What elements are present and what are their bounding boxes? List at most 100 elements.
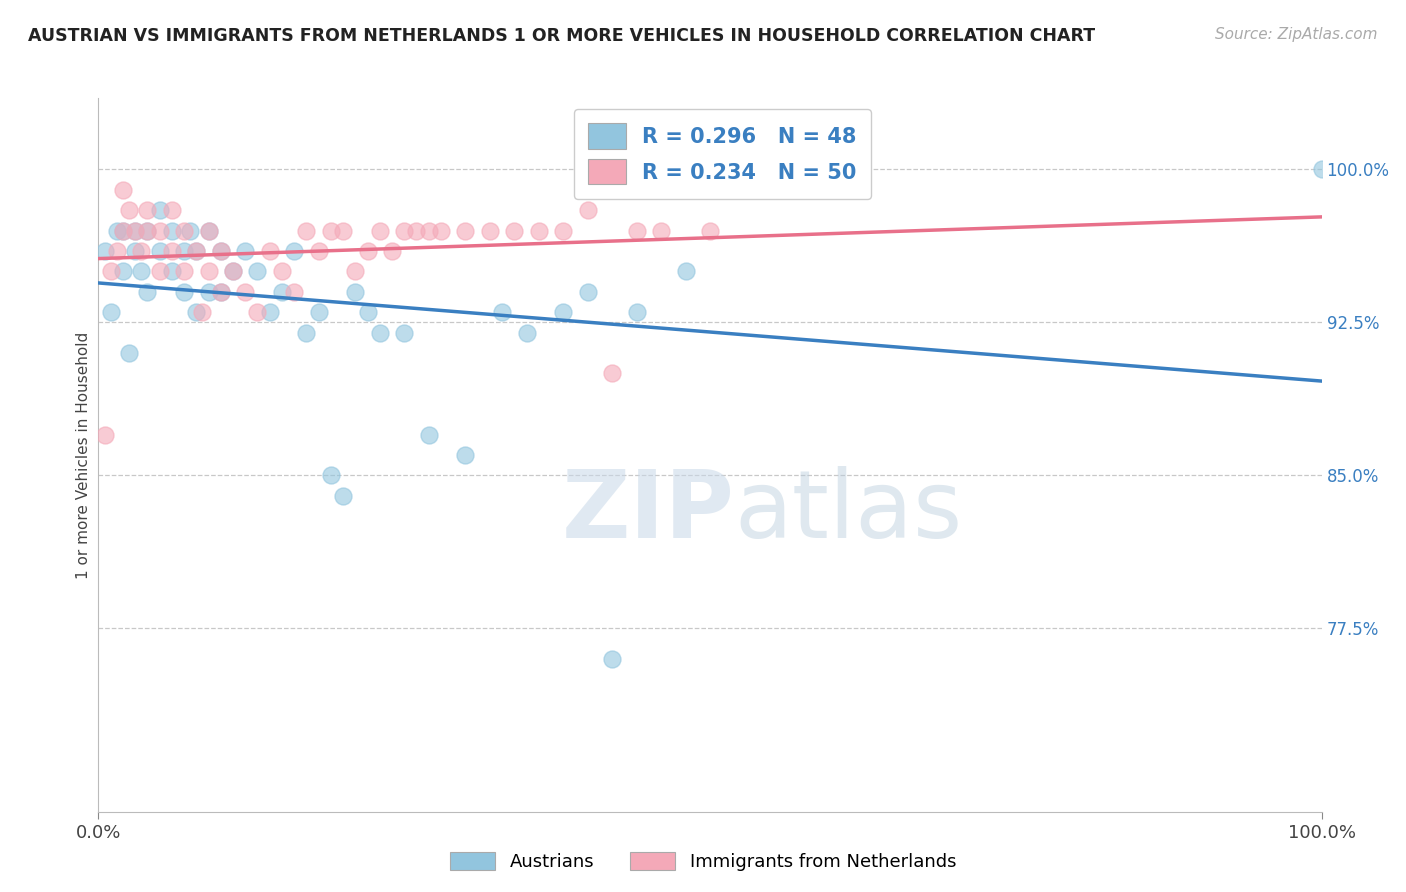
Point: [259, 305, 281, 319]
Point: [160, 264, 183, 278]
Point: [173, 264, 195, 278]
Point: [197, 285, 219, 299]
Point: [105, 224, 128, 238]
Point: [332, 224, 354, 238]
Point: [209, 285, 232, 299]
Point: [129, 264, 152, 278]
Point: [626, 224, 648, 238]
Point: [149, 244, 172, 258]
Point: [111, 183, 134, 197]
Point: [368, 224, 391, 238]
Point: [454, 224, 477, 238]
Point: [308, 305, 330, 319]
Point: [295, 326, 318, 340]
Point: [233, 285, 256, 299]
Point: [124, 224, 146, 238]
Point: [356, 244, 378, 258]
Point: [503, 224, 526, 238]
Point: [491, 305, 513, 319]
Point: [149, 264, 172, 278]
Point: [136, 285, 159, 299]
Point: [418, 224, 440, 238]
Point: [553, 305, 575, 319]
Point: [93, 244, 115, 258]
Point: [186, 244, 208, 258]
Point: [118, 346, 141, 360]
Point: [259, 244, 281, 258]
Point: [233, 244, 256, 258]
Point: [173, 244, 195, 258]
Point: [111, 224, 134, 238]
Point: [136, 224, 159, 238]
Point: [308, 244, 330, 258]
Point: [356, 305, 378, 319]
Text: atlas: atlas: [734, 466, 963, 558]
Legend: R = 0.296   N = 48, R = 0.234   N = 50: R = 0.296 N = 48, R = 0.234 N = 50: [574, 109, 872, 199]
Point: [246, 305, 269, 319]
Point: [209, 244, 232, 258]
Point: [124, 224, 146, 238]
Point: [650, 224, 672, 238]
Point: [93, 427, 115, 442]
Point: [699, 224, 721, 238]
Point: [600, 367, 623, 381]
Point: [405, 224, 427, 238]
Point: [576, 203, 599, 218]
Point: [576, 285, 599, 299]
Point: [675, 264, 697, 278]
Point: [332, 489, 354, 503]
Point: [392, 326, 416, 340]
Point: [129, 244, 152, 258]
Point: [179, 224, 201, 238]
Point: [222, 264, 245, 278]
Point: [197, 224, 219, 238]
Point: [283, 285, 305, 299]
Point: [430, 224, 453, 238]
Point: [209, 244, 232, 258]
Point: [368, 326, 391, 340]
Point: [319, 468, 342, 483]
Point: [149, 203, 172, 218]
Point: [118, 203, 141, 218]
Text: AUSTRIAN VS IMMIGRANTS FROM NETHERLANDS 1 OR MORE VEHICLES IN HOUSEHOLD CORRELAT: AUSTRIAN VS IMMIGRANTS FROM NETHERLANDS …: [28, 27, 1095, 45]
Point: [626, 305, 648, 319]
Point: [515, 326, 537, 340]
Text: Source: ZipAtlas.com: Source: ZipAtlas.com: [1215, 27, 1378, 42]
Point: [478, 224, 501, 238]
Point: [160, 224, 183, 238]
Point: [246, 264, 269, 278]
Point: [197, 224, 219, 238]
Point: [270, 285, 294, 299]
Point: [105, 244, 128, 258]
Point: [100, 264, 122, 278]
Y-axis label: 1 or more Vehicles in Household: 1 or more Vehicles in Household: [76, 331, 91, 579]
Point: [136, 203, 159, 218]
Point: [344, 285, 367, 299]
Point: [319, 224, 342, 238]
Point: [381, 244, 404, 258]
Point: [209, 285, 232, 299]
Point: [160, 244, 183, 258]
Point: [283, 244, 305, 258]
Point: [197, 264, 219, 278]
Point: [527, 224, 550, 238]
Legend: Austrians, Immigrants from Netherlands: Austrians, Immigrants from Netherlands: [443, 845, 963, 879]
Point: [100, 305, 122, 319]
Point: [191, 305, 214, 319]
Point: [186, 305, 208, 319]
Point: [173, 224, 195, 238]
Point: [454, 448, 477, 462]
Point: [222, 264, 245, 278]
Point: [600, 652, 623, 666]
Point: [149, 224, 172, 238]
Point: [186, 244, 208, 258]
Point: [111, 264, 134, 278]
Point: [173, 285, 195, 299]
Text: ZIP: ZIP: [561, 466, 734, 558]
Point: [418, 427, 440, 442]
Point: [136, 224, 159, 238]
Point: [111, 224, 134, 238]
Point: [553, 224, 575, 238]
Point: [295, 224, 318, 238]
Point: [160, 203, 183, 218]
